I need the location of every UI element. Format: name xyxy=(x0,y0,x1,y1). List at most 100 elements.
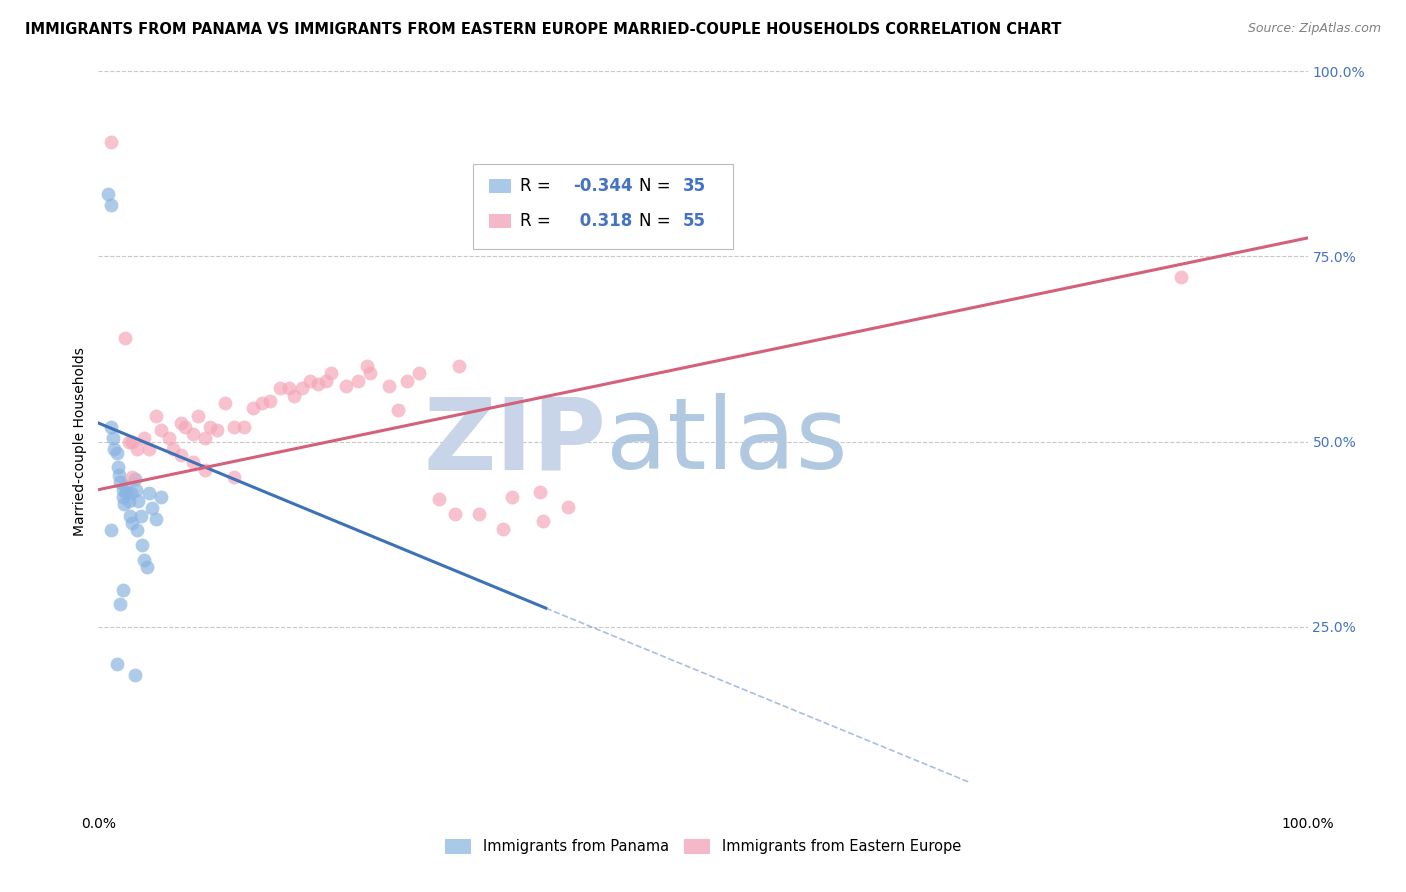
Point xyxy=(108,598,131,612)
Point xyxy=(138,442,160,456)
Point xyxy=(531,515,554,529)
Text: 55: 55 xyxy=(682,212,706,230)
Point xyxy=(125,483,148,497)
Point xyxy=(115,486,138,500)
Point xyxy=(134,431,156,445)
Point xyxy=(134,553,156,567)
Text: IMMIGRANTS FROM PANAMA VS IMMIGRANTS FROM EASTERN EUROPE MARRIED-COUPLE HOUSEHOL: IMMIGRANTS FROM PANAMA VS IMMIGRANTS FRO… xyxy=(25,22,1062,37)
Point xyxy=(194,431,217,445)
Text: N =: N = xyxy=(638,212,676,230)
Point xyxy=(468,507,491,521)
Point xyxy=(101,431,124,445)
Point xyxy=(259,393,281,408)
Point xyxy=(114,331,136,345)
Point xyxy=(319,367,342,381)
FancyBboxPatch shape xyxy=(474,164,734,249)
Text: N =: N = xyxy=(638,178,676,195)
Point xyxy=(105,657,128,671)
Point xyxy=(205,424,228,438)
Point xyxy=(131,538,153,552)
Text: 0.318: 0.318 xyxy=(574,212,631,230)
Y-axis label: Married-couple Households: Married-couple Households xyxy=(73,347,87,536)
Point xyxy=(127,524,149,538)
Point xyxy=(150,424,173,438)
Point xyxy=(121,470,143,484)
Point xyxy=(557,500,579,514)
Point xyxy=(138,486,160,500)
Point xyxy=(299,374,322,388)
Point xyxy=(308,376,330,391)
Point xyxy=(360,367,382,381)
Point xyxy=(335,379,357,393)
Point xyxy=(114,479,136,493)
Text: R =: R = xyxy=(520,212,557,230)
Point xyxy=(108,467,131,482)
Text: R =: R = xyxy=(520,178,557,195)
Point xyxy=(120,486,142,500)
Point xyxy=(169,416,191,430)
Point xyxy=(135,560,157,574)
Point xyxy=(198,419,221,434)
Point xyxy=(103,442,125,456)
Point xyxy=(174,419,197,434)
Bar xyxy=(489,179,510,193)
Point xyxy=(145,409,167,423)
Point xyxy=(127,442,149,456)
Point xyxy=(112,498,135,512)
Point xyxy=(141,501,163,516)
Point xyxy=(377,379,399,393)
Point xyxy=(100,524,122,538)
Point xyxy=(194,463,217,477)
Legend: Immigrants from Panama, Immigrants from Eastern Europe: Immigrants from Panama, Immigrants from … xyxy=(439,833,967,860)
Point xyxy=(118,508,141,523)
Point xyxy=(315,374,337,388)
Point xyxy=(100,197,122,211)
Point xyxy=(118,434,141,449)
Point xyxy=(232,419,254,434)
Point xyxy=(187,409,209,423)
Point xyxy=(290,381,312,395)
Text: atlas: atlas xyxy=(606,393,848,490)
Point xyxy=(387,403,409,417)
Point xyxy=(222,470,245,484)
Point xyxy=(429,492,451,507)
Point xyxy=(250,396,273,410)
Point xyxy=(501,490,523,504)
Point xyxy=(444,507,467,521)
Point xyxy=(127,493,149,508)
Point xyxy=(100,419,122,434)
Point xyxy=(150,490,173,504)
Bar xyxy=(489,214,510,227)
Text: ZIP: ZIP xyxy=(423,393,606,490)
Point xyxy=(492,522,515,536)
Text: Source: ZipAtlas.com: Source: ZipAtlas.com xyxy=(1247,22,1381,36)
Point xyxy=(105,445,128,459)
Point xyxy=(347,374,370,388)
Point xyxy=(222,419,245,434)
Point xyxy=(181,427,204,442)
Point xyxy=(447,359,470,373)
Point xyxy=(356,359,378,373)
Point xyxy=(283,389,305,403)
Point xyxy=(269,381,291,395)
Point xyxy=(529,484,551,499)
Point xyxy=(111,483,134,497)
Point xyxy=(1170,270,1192,285)
Point xyxy=(100,135,122,149)
Point xyxy=(395,374,418,388)
Point xyxy=(108,475,131,490)
Point xyxy=(145,512,167,526)
Point xyxy=(214,396,236,410)
Point xyxy=(111,490,134,504)
Text: -0.344: -0.344 xyxy=(574,178,633,195)
Point xyxy=(97,186,120,201)
Point xyxy=(121,434,143,449)
Text: 35: 35 xyxy=(682,178,706,195)
Point xyxy=(242,401,264,416)
Point xyxy=(408,367,430,381)
Point xyxy=(124,471,146,485)
Point xyxy=(129,508,152,523)
Point xyxy=(107,460,129,475)
Point xyxy=(162,442,184,456)
Point xyxy=(157,431,180,445)
